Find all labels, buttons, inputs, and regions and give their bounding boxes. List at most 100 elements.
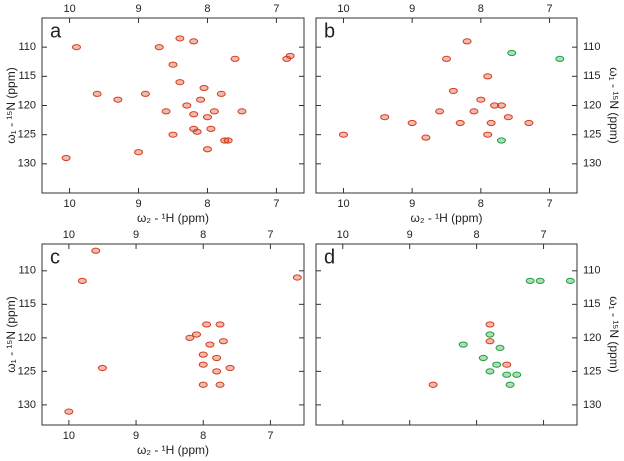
- peak: [492, 361, 502, 368]
- peak: [496, 102, 506, 109]
- x-tick-label: 10: [337, 229, 349, 241]
- x-tick-label: 9: [133, 229, 139, 241]
- x-axis-label: ω₂ - ¹H (ppm): [137, 211, 209, 225]
- peak: [192, 331, 202, 338]
- x-tick-label: 9: [409, 3, 415, 15]
- peak: [535, 277, 545, 284]
- x-tick-label: 7: [267, 430, 273, 442]
- peak: [407, 119, 417, 127]
- peak: [225, 364, 235, 372]
- peak: [507, 49, 517, 57]
- peak: [212, 368, 222, 375]
- y-tick-label: 115: [18, 298, 36, 310]
- peak: [220, 137, 230, 144]
- y-tick-label: 115: [583, 70, 601, 82]
- peak: [175, 79, 185, 86]
- peak: [237, 108, 247, 115]
- y-tick-label: 130: [18, 158, 36, 170]
- peak: [64, 408, 74, 415]
- x-tick-label: 8: [478, 3, 484, 15]
- peak: [421, 134, 431, 141]
- panel-label: b: [324, 20, 335, 42]
- peak: [483, 73, 493, 80]
- x-axis-label: ω₂ - ¹H (ppm): [137, 443, 209, 457]
- peak: [192, 128, 202, 135]
- peak: [502, 371, 512, 378]
- peak: [525, 277, 535, 284]
- peak: [182, 102, 192, 109]
- peak: [524, 119, 534, 127]
- peak: [428, 381, 438, 388]
- peak: [154, 44, 164, 51]
- x-tick-label: 7: [540, 229, 546, 241]
- peak: [168, 131, 178, 138]
- x-tick-label: 9: [135, 198, 141, 210]
- peak: [97, 364, 107, 372]
- peak: [503, 114, 513, 121]
- y-tick-label: 120: [583, 99, 601, 111]
- peak: [442, 55, 451, 62]
- peak: [485, 321, 495, 328]
- y-axis-label: ω₁ - ¹⁵N (ppm): [4, 67, 18, 143]
- peak: [476, 96, 486, 103]
- peak: [496, 137, 506, 144]
- peak: [189, 38, 199, 45]
- x-tick-label: 9: [135, 3, 141, 15]
- x-tick-label: 8: [200, 229, 206, 241]
- peak: [209, 108, 219, 115]
- panel-label: d: [324, 246, 335, 268]
- peak: [483, 131, 493, 138]
- peak: [455, 119, 465, 127]
- x-tick-label: 8: [204, 3, 210, 15]
- peak: [91, 247, 101, 254]
- peak: [202, 114, 212, 121]
- peak: [380, 114, 390, 121]
- x-tick-label: 7: [546, 198, 552, 210]
- x-tick-label: 9: [407, 229, 413, 241]
- y-tick-label: 115: [18, 70, 36, 82]
- peak: [113, 96, 123, 103]
- panel-frame: [41, 17, 305, 194]
- x-tick-label: 9: [409, 198, 415, 210]
- y-tick-label: 125: [583, 129, 601, 141]
- peak: [512, 371, 522, 378]
- peak: [486, 119, 496, 127]
- peak: [206, 125, 216, 132]
- x-tick-label: 7: [546, 3, 552, 15]
- peak: [282, 55, 292, 62]
- x-tick-label: 10: [337, 3, 349, 15]
- peak: [134, 149, 144, 156]
- peak: [490, 102, 500, 109]
- peak: [230, 55, 240, 62]
- x-tick-label: 7: [273, 3, 279, 15]
- peak: [469, 108, 479, 115]
- y-tick-label: 125: [18, 129, 36, 141]
- peak: [205, 341, 215, 348]
- panel-frame: [315, 17, 578, 194]
- peak: [448, 87, 458, 95]
- y-tick-label: 110: [583, 41, 601, 53]
- y-tick-label: 120: [583, 332, 601, 344]
- panel-label: c: [50, 246, 60, 268]
- peak: [92, 90, 102, 97]
- peak: [189, 111, 199, 118]
- y-axis-label: ω₁ - ¹⁵N (ppm): [4, 296, 18, 372]
- peak: [502, 361, 512, 368]
- x-tick-label: 7: [267, 229, 273, 241]
- peak: [202, 146, 212, 153]
- x-axis-label: ω₂ - ¹H (ppm): [410, 211, 482, 225]
- y-axis-label: ω₁ - ¹⁵N (ppm): [607, 296, 621, 372]
- x-tick-label: 10: [63, 229, 75, 241]
- peak: [161, 108, 171, 115]
- peak: [215, 381, 225, 388]
- y-axis-label: ω₁ - ¹⁵N (ppm): [607, 67, 621, 143]
- peak: [198, 361, 208, 368]
- panel-label: a: [50, 20, 62, 42]
- y-tick-label: 110: [18, 41, 36, 53]
- peak: [77, 277, 87, 284]
- panel-frame: [41, 243, 305, 426]
- peak: [215, 321, 225, 328]
- x-tick-label: 10: [337, 198, 349, 210]
- peak: [71, 44, 81, 51]
